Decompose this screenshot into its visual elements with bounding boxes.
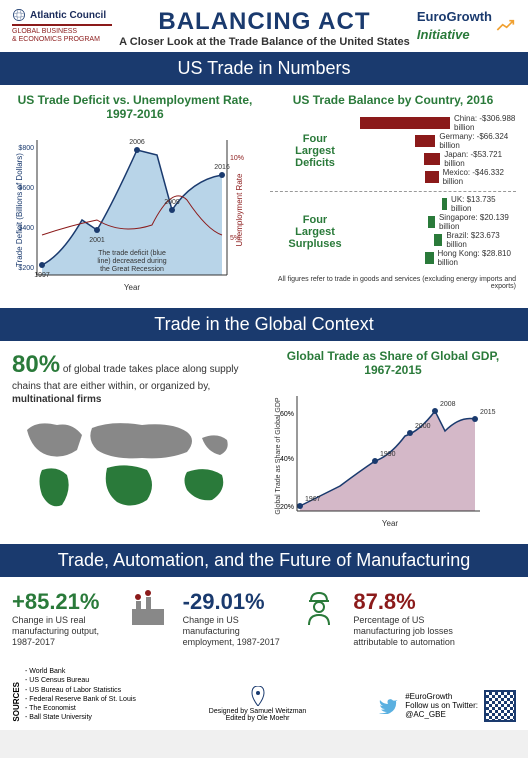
chart-right-footnote: All figures refer to trade in goods and … — [270, 276, 516, 290]
svg-text:1967: 1967 — [305, 496, 321, 503]
svg-text:40%: 40% — [280, 456, 294, 463]
svg-text:$600: $600 — [18, 185, 34, 192]
svg-text:2016: 2016 — [214, 164, 230, 171]
svg-text:10%: 10% — [230, 155, 244, 162]
svg-text:$800: $800 — [18, 145, 34, 152]
gdp-chart: Global Trade as Share of Global GDP 20% … — [270, 381, 510, 531]
section1: US Trade Deficit vs. Unemployment Rate, … — [0, 85, 528, 308]
hashtag: #EuroGrowth — [405, 692, 478, 701]
pin-icon — [250, 686, 266, 706]
stat1-desc: Change in US real manufacturing output, … — [12, 615, 122, 647]
dashed-divider — [270, 191, 516, 192]
globe-icon — [12, 8, 26, 22]
infographic-page: Atlantic Council GLOBAL BUSINESS & ECONO… — [0, 0, 528, 730]
svg-text:20%: 20% — [280, 504, 294, 511]
svg-text:the Great Recession: the Great Recession — [100, 266, 164, 273]
sources-label: SOURCES — [12, 667, 21, 722]
chart1-xlabel: Year — [124, 283, 141, 292]
follow-text: Follow us on Twitter: — [405, 701, 478, 710]
atlantic-text: Atlantic Council — [30, 10, 106, 21]
handle: @AC_GBE — [405, 710, 478, 719]
stat3-desc: Percentage of US manufacturing job losse… — [353, 615, 463, 647]
svg-text:2000: 2000 — [415, 423, 431, 430]
sources: SOURCES - World Bank- US Census Bureau- … — [12, 667, 136, 722]
factory-icon — [128, 589, 168, 629]
stat-automation: 87.8% Percentage of US manufacturing job… — [353, 589, 516, 647]
title-block: BALANCING ACT A Closer Look at the Trade… — [112, 8, 417, 48]
chart1-container: US Trade Deficit vs. Unemployment Rate, … — [12, 93, 258, 300]
stat3-pct: 87.8% — [353, 589, 463, 615]
svg-text:5%: 5% — [230, 235, 240, 242]
svg-text:2008: 2008 — [440, 401, 456, 408]
program-line1: GLOBAL BUSINESS — [12, 28, 112, 36]
svg-text:line) decreased during: line) decreased during — [97, 258, 166, 265]
section2: 80% of global trade takes place along su… — [0, 341, 528, 544]
growth-arrow-icon — [496, 19, 516, 33]
section2-bar: Trade in the Global Context — [0, 308, 528, 341]
stat1-pct: +85.21% — [12, 589, 122, 615]
stat2-desc: Change in US manufacturing employment, 1… — [183, 615, 293, 647]
initiative-text: Initiative — [417, 27, 470, 42]
header: Atlantic Council GLOBAL BUSINESS & ECONO… — [0, 0, 528, 52]
atlantic-council-logo: Atlantic Council GLOBAL BUSINESS & ECONO… — [12, 8, 112, 45]
svg-text:60%: 60% — [280, 411, 294, 418]
svg-text:2015: 2015 — [480, 409, 496, 416]
main-title: BALANCING ACT — [112, 8, 417, 36]
worker-icon — [299, 589, 339, 629]
stat-80-text2: multinational firms — [12, 394, 101, 405]
section3: +85.21% Change in US real manufacturing … — [0, 577, 528, 659]
chart2-title: Global Trade as Share of Global GDP, 196… — [270, 349, 516, 377]
pct-80: 80% — [12, 351, 60, 378]
footer: SOURCES - World Bank- US Census Bureau- … — [0, 659, 528, 730]
section3-bar: Trade, Automation, and the Future of Man… — [0, 544, 528, 577]
subtitle: A Closer Look at the Trade Balance of th… — [112, 36, 417, 48]
stat-employment: -29.01% Change in US manufacturing emplo… — [183, 589, 346, 647]
deficit-chart: Trade Deficit (Billions of Dollars) Unem… — [12, 125, 252, 295]
designer: Designed by Samuel Weitzman — [209, 708, 307, 715]
section1-bar: US Trade in Numbers — [0, 52, 528, 85]
deficits-label: FourLargestDeficits — [270, 133, 360, 169]
editor: Edited by Ole Moehr — [209, 715, 307, 722]
svg-text:2006: 2006 — [129, 139, 145, 146]
world-map — [12, 410, 252, 530]
chart1-ylabel-left: Trade Deficit (Billions of Dollars) — [15, 153, 24, 267]
sec2-left: 80% of global trade takes place along su… — [12, 349, 258, 535]
svg-text:2001: 2001 — [89, 237, 105, 244]
stat2-pct: -29.01% — [183, 589, 293, 615]
svg-text:$400: $400 — [18, 225, 34, 232]
program-line2: & ECONOMICS PROGRAM — [12, 36, 112, 44]
svg-text:The trade deficit (blue: The trade deficit (blue — [98, 250, 166, 257]
design-credit: Designed by Samuel Weitzman Edited by Ol… — [209, 686, 307, 722]
chart-right-container: US Trade Balance by Country, 2016 FourLa… — [270, 93, 516, 300]
eurogrowth-logo: EuroGrowth Initiative — [417, 8, 516, 44]
svg-text:1990: 1990 — [380, 451, 396, 458]
stat-output: +85.21% Change in US real manufacturing … — [12, 589, 175, 647]
sec2-right: Global Trade as Share of Global GDP, 196… — [270, 349, 516, 536]
social: #EuroGrowth Follow us on Twitter: @AC_GB… — [379, 690, 516, 722]
qr-code — [484, 690, 516, 722]
svg-text:2009: 2009 — [164, 199, 180, 206]
surpluses-label: FourLargestSurpluses — [270, 214, 360, 250]
twitter-icon — [379, 698, 399, 714]
chart2-xlabel: Year — [382, 519, 399, 528]
chart1-title: US Trade Deficit vs. Unemployment Rate, … — [12, 93, 258, 121]
svg-text:$200: $200 — [18, 265, 34, 272]
euro-text: EuroGrowth — [417, 9, 492, 24]
chart-right-title: US Trade Balance by Country, 2016 — [270, 93, 516, 107]
red-divider — [12, 24, 112, 26]
